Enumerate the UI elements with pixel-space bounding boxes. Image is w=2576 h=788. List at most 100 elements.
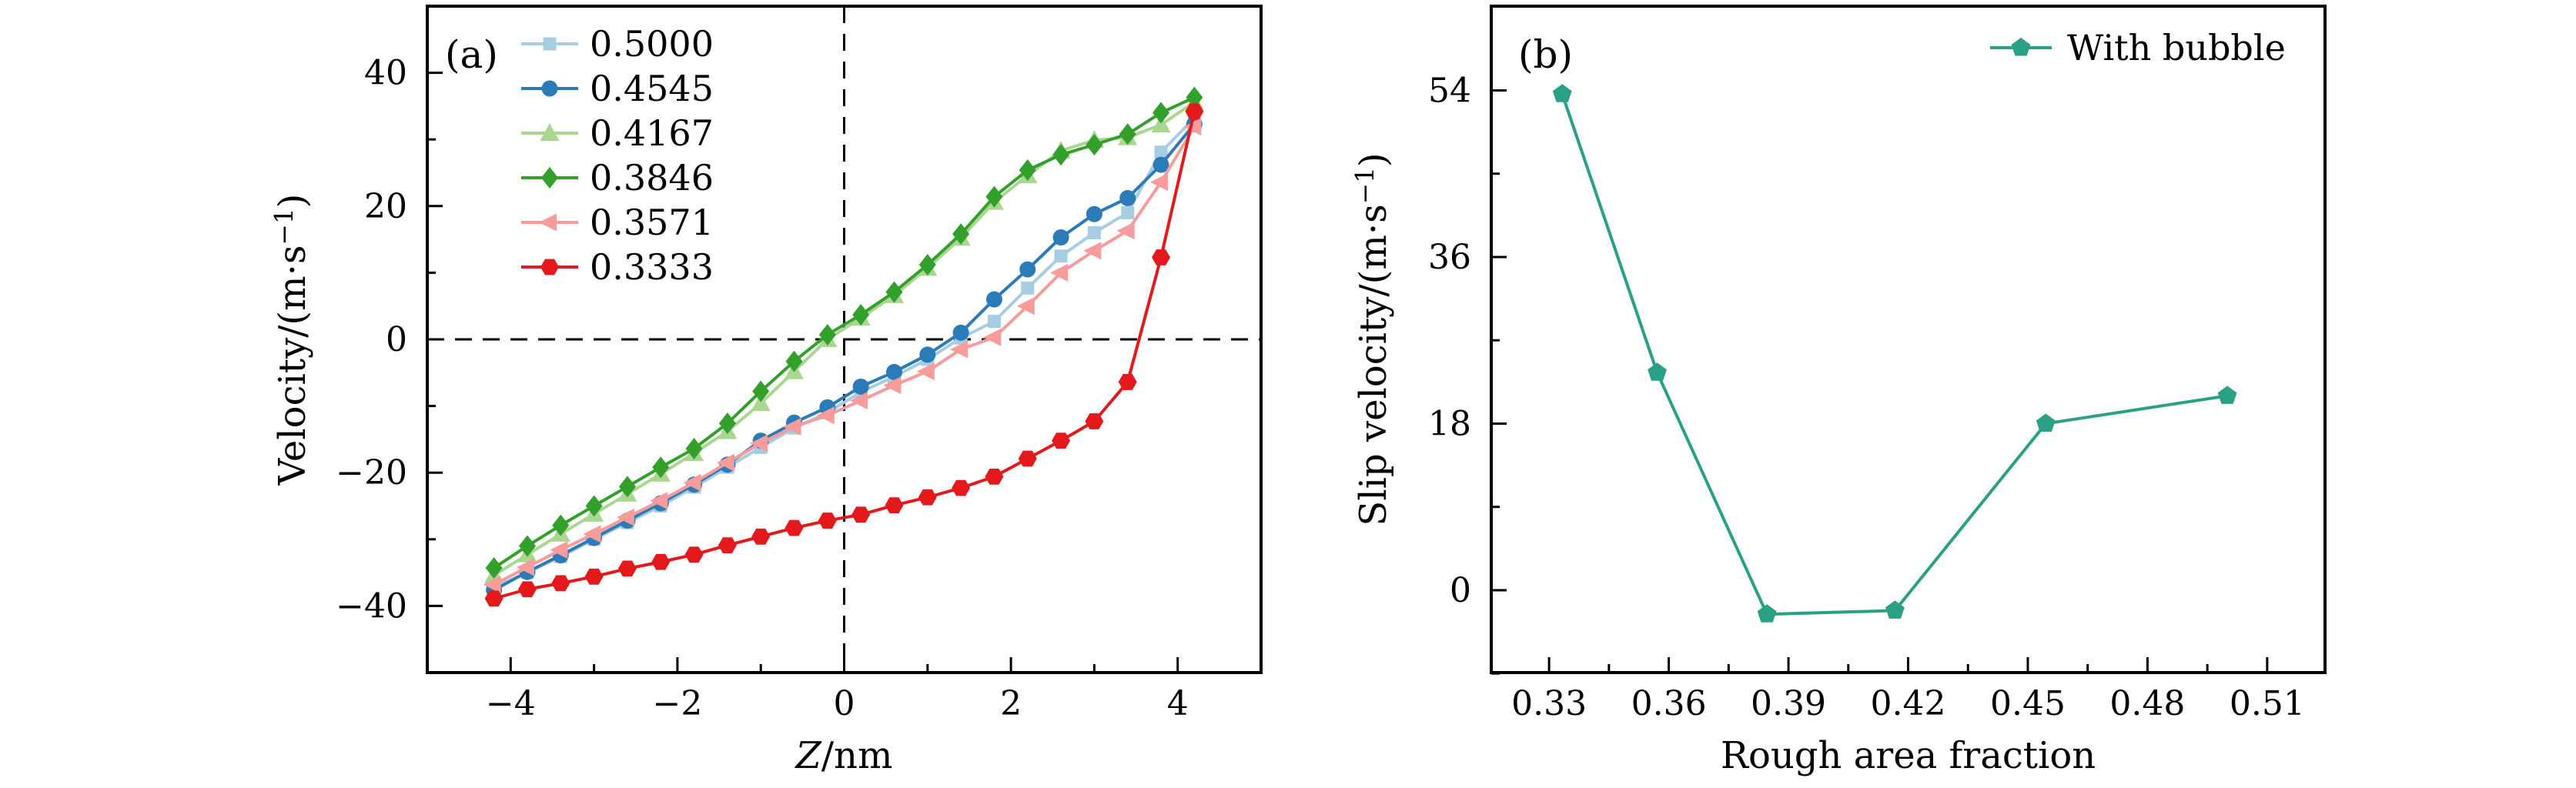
data-point-marker: [818, 513, 837, 529]
data-point-marker: [1052, 432, 1071, 449]
legend-marker: [541, 80, 558, 97]
y-tick-label: −40: [336, 586, 407, 626]
data-point-marker: [518, 535, 536, 557]
data-point-marker: [1016, 297, 1035, 316]
data-point-marker: [684, 546, 704, 563]
data-point-marker: [552, 514, 570, 536]
data-point-marker: [585, 495, 603, 517]
data-point-marker: [1119, 123, 1136, 145]
data-point-marker: [919, 346, 936, 363]
data-point-marker: [1021, 281, 1035, 295]
data-point-marker: [1086, 134, 1103, 156]
x-tick-label: 0.45: [1990, 684, 2066, 723]
data-point-marker: [1552, 84, 1572, 102]
data-point-marker: [617, 560, 637, 577]
data-point-marker: [1054, 249, 1068, 263]
data-point-marker: [1121, 205, 1135, 219]
data-point-marker: [1757, 604, 1777, 623]
data-point-marker: [983, 328, 1002, 346]
legend-item: With bubble: [1990, 27, 2286, 68]
data-point-marker: [1083, 242, 1102, 260]
data-point-marker: [517, 581, 537, 598]
axes-frame: [1490, 5, 2327, 674]
x-tick-label: 0.51: [2230, 684, 2305, 723]
series-0.3571: [483, 118, 1202, 594]
legend-item: 0.5000: [521, 23, 714, 65]
data-point-marker: [716, 453, 734, 472]
data-point-marker: [852, 303, 870, 326]
y-tick-label: 0: [1450, 571, 1471, 610]
x-tick-label: 0.33: [1511, 684, 1587, 723]
legend-label: 0.4545: [590, 68, 714, 109]
data-point-marker: [1116, 222, 1135, 240]
data-point-marker: [1086, 205, 1102, 222]
data-point-marker: [1085, 413, 1104, 429]
x-tick-label: 0.39: [1751, 684, 1826, 723]
data-point-marker: [850, 392, 868, 410]
data-point-marker: [1118, 374, 1137, 390]
data-point-marker: [485, 557, 503, 579]
data-point-marker: [916, 362, 935, 381]
y-axis-title: Velocity/(m·s−1): [269, 194, 314, 486]
data-point-marker: [885, 497, 904, 514]
data-point-marker: [584, 568, 604, 585]
data-point-marker: [818, 323, 836, 346]
data-point-marker: [651, 553, 671, 570]
x-tick-label: 0: [834, 684, 855, 723]
data-point-marker: [952, 479, 971, 496]
data-point-marker: [1019, 159, 1036, 182]
data-point-marker: [751, 393, 771, 412]
data-point-marker: [685, 438, 703, 460]
data-point-marker: [2036, 413, 2056, 432]
y-tick-label: 54: [1428, 71, 1471, 110]
data-point-marker: [1186, 86, 1203, 109]
data-point-marker: [785, 519, 804, 536]
legend-label: 0.5000: [590, 23, 714, 65]
data-point-marker: [1648, 362, 1667, 381]
data-point-marker: [1052, 229, 1069, 246]
data-point-marker: [885, 363, 902, 380]
data-point-marker: [1119, 189, 1136, 206]
x-tick-label: 0.36: [1631, 684, 1707, 723]
data-point-marker: [683, 473, 701, 492]
panel-b: 0.33 0.36 0.39 0.42 0.45 0.48 0.51 54 36 18 0 Rough…: [1350, 5, 2327, 777]
data-point-marker: [918, 489, 937, 506]
legend-marker: [543, 37, 557, 51]
data-point-marker: [752, 380, 770, 402]
data-point-marker: [550, 541, 568, 559]
y-tick-label: 36: [1428, 238, 1471, 277]
data-point-marker: [785, 350, 803, 372]
legend-label: With bubble: [2067, 27, 2286, 68]
x-tick-label: −2: [652, 684, 702, 723]
series-0.3333: [484, 103, 1204, 607]
x-tick-label: 0.42: [1871, 684, 1946, 723]
legend: With bubble: [1990, 27, 2286, 68]
data-point-marker: [650, 492, 668, 510]
data-point-marker: [751, 528, 771, 545]
x-axis-title: Rough area fraction: [1721, 734, 2096, 777]
series-line: [492, 109, 1196, 600]
series-line: [492, 122, 1196, 592]
data-point-marker: [950, 340, 969, 359]
data-point-marker: [985, 185, 1003, 208]
data-point-marker: [2217, 386, 2237, 404]
data-point-marker: [1019, 261, 1036, 278]
data-point-marker: [1151, 115, 1171, 133]
series-line: [492, 100, 1196, 577]
data-point-marker: [1153, 156, 1169, 173]
y-tick-label: 18: [1428, 404, 1471, 443]
data-point-marker: [1050, 263, 1069, 282]
data-point-marker: [1885, 600, 1905, 619]
data-point-marker: [952, 324, 969, 341]
data-point-marker: [483, 576, 501, 594]
series-0.3846: [485, 86, 1203, 579]
y-tick-label: −20: [336, 453, 407, 492]
data-point-marker: [718, 412, 736, 435]
data-point-marker: [985, 291, 1002, 308]
x-tick-label: −4: [486, 684, 536, 723]
y-tick-label: 0: [386, 320, 407, 359]
